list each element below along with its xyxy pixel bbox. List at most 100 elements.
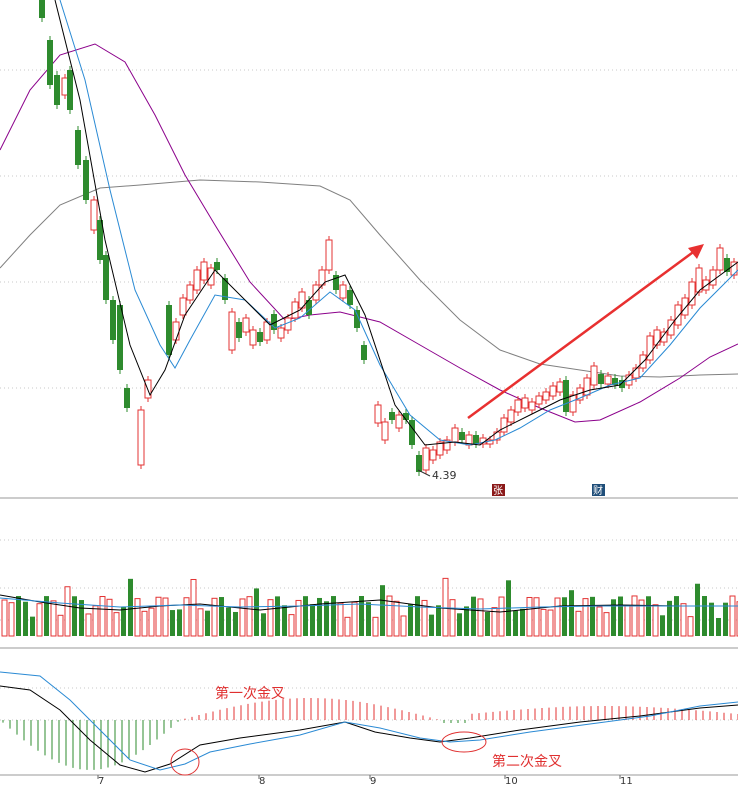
- volume-bar: [303, 596, 308, 636]
- volume-bar: [36, 603, 43, 637]
- volume-bar: [205, 610, 210, 636]
- x-tick-label: 8: [259, 776, 265, 785]
- candle-body: [716, 247, 724, 271]
- volume-bar: [134, 598, 141, 637]
- trend-arrow-line: [467, 248, 697, 420]
- candle-body: [179, 297, 187, 316]
- volume-bar: [183, 597, 190, 637]
- volume-bar: [485, 611, 490, 636]
- candle-body: [674, 304, 682, 326]
- volume-bar: [674, 596, 679, 636]
- volume-bar: [436, 605, 441, 636]
- volume-bar: [57, 614, 64, 637]
- volume-bar: [226, 607, 231, 636]
- ma60-line: [0, 179, 738, 378]
- volume-bar: [520, 608, 525, 636]
- candle-body: [660, 331, 668, 343]
- volume-bar: [16, 596, 21, 636]
- candle-body: [228, 311, 236, 351]
- candle-body: [688, 281, 696, 306]
- volume-bar: [421, 599, 428, 637]
- candle-body: [429, 449, 437, 461]
- candle-body: [619, 380, 625, 388]
- volume-bar: [177, 609, 182, 636]
- volume-bar: [498, 596, 505, 637]
- candle-body: [361, 345, 367, 360]
- volume-bar: [471, 596, 476, 636]
- volume-bar: [267, 599, 274, 637]
- volume-bar: [569, 590, 574, 636]
- candle-body: [646, 335, 654, 361]
- volume-bar: [324, 601, 329, 636]
- low-marker: [417, 469, 431, 477]
- volume-bar: [211, 597, 218, 637]
- candle-body: [124, 388, 130, 408]
- volume-bar: [400, 615, 407, 637]
- candle-body: [436, 441, 444, 456]
- candle-body: [681, 297, 689, 316]
- volume-bar: [554, 597, 561, 637]
- candle-body: [730, 261, 738, 276]
- volume-bar: [547, 609, 554, 637]
- candle-body: [374, 404, 382, 424]
- candle-body: [604, 375, 612, 385]
- candle-body: [542, 391, 550, 401]
- candle-body: [695, 267, 703, 293]
- candle-body: [103, 255, 109, 300]
- candle-body: [75, 130, 81, 165]
- volume-bar: [351, 601, 358, 637]
- volume-bar: [155, 596, 162, 637]
- candle-body: [709, 269, 717, 286]
- volume-bar: [415, 596, 420, 636]
- trend-arrow: [467, 244, 704, 420]
- candle-body: [724, 258, 730, 272]
- volume-bar: [50, 600, 57, 637]
- volume-bar: [429, 614, 434, 636]
- volume-bar: [239, 598, 246, 637]
- volume-bar: [148, 607, 155, 637]
- volume-bar: [331, 596, 336, 636]
- candle-body: [583, 377, 591, 396]
- volume-bar: [121, 606, 126, 636]
- volume-bar: [380, 585, 385, 636]
- candle-body: [242, 317, 250, 333]
- volume-bar: [275, 596, 280, 636]
- volume-bar: [680, 603, 687, 637]
- volume-bar: [30, 616, 35, 636]
- macd-dea-line: [0, 671, 738, 771]
- volume-bar: [596, 606, 603, 637]
- candle-body: [590, 365, 598, 386]
- candle-body: [632, 367, 640, 379]
- candle-body: [507, 409, 515, 423]
- volume-bar: [190, 578, 197, 637]
- candle-body: [110, 300, 116, 340]
- ma60-line: [0, 179, 738, 378]
- candle-body: [389, 412, 395, 420]
- candle-body: [612, 378, 618, 385]
- candle-body: [236, 322, 242, 338]
- first-cross-circle: [170, 748, 200, 776]
- volume-bar: [702, 596, 707, 636]
- volume-bar: [170, 610, 175, 636]
- candle-body: [306, 300, 312, 315]
- volume-bar: [233, 611, 238, 636]
- volume-bar: [533, 597, 540, 637]
- candle-body: [39, 0, 45, 18]
- candle-body: [47, 40, 53, 85]
- candle-body: [598, 374, 604, 384]
- candle-body: [549, 385, 557, 397]
- candle-body: [186, 284, 194, 301]
- volume-ma10-line: [0, 597, 738, 610]
- candle-body: [514, 399, 522, 413]
- candle-body: [291, 301, 299, 319]
- second-golden-cross-label: 第二次金叉: [492, 753, 562, 770]
- candle-body: [667, 319, 675, 336]
- candle-body: [117, 305, 123, 370]
- volume-bar: [646, 596, 651, 636]
- volume-bar: [667, 600, 672, 636]
- volume-bar: [8, 602, 15, 637]
- volume-bar: [288, 614, 295, 637]
- volume-bar: [582, 598, 589, 637]
- candle-body: [422, 447, 430, 471]
- volume-bar: [359, 596, 364, 636]
